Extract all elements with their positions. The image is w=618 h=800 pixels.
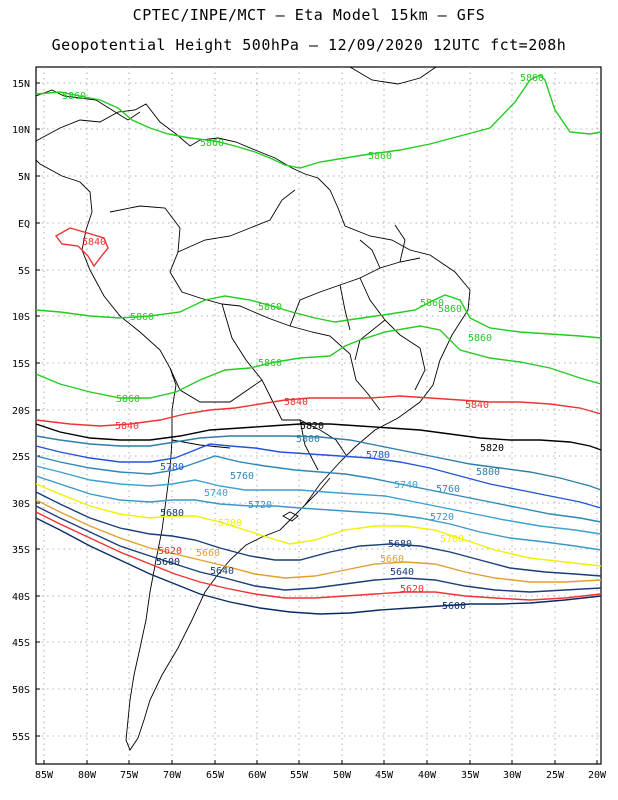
- contour-label-5720: 5720: [248, 500, 272, 511]
- longitude-label: 70W: [163, 770, 182, 781]
- contour-5600: [35, 517, 602, 615]
- longitude-label: 75W: [120, 770, 139, 781]
- contour-label-5760: 5760: [230, 471, 254, 482]
- contour-label-5860: 5860: [520, 73, 544, 84]
- contour-label-5640: 5640: [210, 566, 234, 577]
- latitude-label: 10N: [12, 125, 30, 136]
- longitude-label: 25W: [546, 770, 565, 781]
- longitude-label: 55W: [290, 770, 309, 781]
- longitude-label: 40W: [418, 770, 437, 781]
- contour-5800: [35, 435, 602, 491]
- contour-label-5620: 5620: [158, 546, 182, 557]
- latitude-label: 10S: [12, 312, 30, 323]
- contour-label-5860: 5860: [62, 91, 86, 102]
- contour-label-5700: 5700: [440, 534, 464, 545]
- contour-label-5780: 5780: [160, 462, 184, 473]
- contour-label-5600: 5600: [156, 557, 180, 568]
- contour-label-5840: 5840: [465, 400, 489, 411]
- longitude-label: 85W: [35, 770, 54, 781]
- contour-5820: [35, 423, 602, 451]
- map-title-line1: CPTEC/INPE/MCT – Eta Model 15km – GFS: [132, 6, 486, 24]
- latitude-label: 40S: [12, 592, 30, 603]
- latitude-label: 45S: [12, 638, 30, 649]
- latitude-label: 25S: [12, 452, 30, 463]
- contour-label-5660: 5660: [196, 548, 220, 559]
- contour-5640: [35, 505, 602, 593]
- panama-central-america: [35, 89, 141, 121]
- contour-label-5840: 5840: [82, 237, 106, 248]
- contour-label-5720: 5720: [430, 512, 454, 523]
- latitude-label: 30S: [12, 499, 30, 510]
- latitude-label: EQ: [18, 219, 30, 230]
- contour-lines: [35, 74, 602, 615]
- contour-5620: [35, 511, 602, 601]
- contour-5840-island: [54, 227, 109, 268]
- contour-5660: [35, 499, 602, 583]
- contour-label-5680: 5680: [388, 539, 412, 550]
- axis-tick-labels: 15N 10N 5N EQ 5S 10S 15S 20S 25S 30S 35S 40S 45S 50S 5…: [12, 79, 607, 781]
- contour-label-5740: 5740: [394, 480, 418, 491]
- contour-5860-north: [35, 74, 602, 169]
- longitude-label: 30W: [503, 770, 522, 781]
- brazil-states: [289, 224, 426, 391]
- contour-label-5860: 5860: [258, 358, 282, 369]
- longitude-label: 60W: [248, 770, 267, 781]
- coastlines: [35, 66, 471, 751]
- contour-5720: [35, 475, 602, 551]
- contour-5680: [35, 491, 602, 577]
- contour-label-5780: 5780: [366, 450, 390, 461]
- contour-label-5840: 5840: [115, 421, 139, 432]
- latitude-label: 5S: [18, 266, 30, 277]
- map-title-line2: Geopotential Height 500hPa – 12/09/2020 …: [51, 36, 567, 54]
- contour-5840: [35, 395, 602, 427]
- latitude-label: 50S: [12, 685, 30, 696]
- caribbean-coast: [349, 66, 437, 85]
- latitude-label: 20S: [12, 406, 30, 417]
- contour-label-5820: 5820: [300, 421, 324, 432]
- latitude-label: 55S: [12, 732, 30, 743]
- contour-label-5660: 5660: [380, 554, 404, 565]
- country-borders: [109, 189, 381, 506]
- contour-label-5860: 5860: [438, 304, 462, 315]
- contour-label-5800: 5800: [476, 467, 500, 478]
- contour-5860-south: [35, 325, 602, 399]
- contour-5760: [35, 455, 602, 523]
- contour-label-5680: 5680: [160, 508, 184, 519]
- contour-5740: [35, 465, 602, 535]
- contour-label-5740: 5740: [204, 488, 228, 499]
- latitude-label: 15N: [12, 79, 30, 90]
- map-frame: [35, 66, 602, 765]
- longitude-label: 50W: [333, 770, 352, 781]
- longitude-label: 20W: [588, 770, 607, 781]
- contour-label-5860: 5860: [368, 151, 392, 162]
- graticule: [36, 67, 601, 764]
- contour-5780: [35, 443, 602, 509]
- contour-label-5640: 5640: [390, 567, 414, 578]
- contour-label-5620: 5620: [400, 584, 424, 595]
- contour-label-5820: 5820: [480, 443, 504, 454]
- contour-label-5860: 5860: [116, 394, 140, 405]
- contour-label-5860: 5860: [130, 312, 154, 323]
- longitude-label: 65W: [206, 770, 225, 781]
- longitude-label: 45W: [375, 770, 394, 781]
- contour-label-5600: 5600: [442, 601, 466, 612]
- contour-5700: [35, 483, 602, 567]
- contour-label-5800: 5800: [296, 434, 320, 445]
- longitude-label: 35W: [461, 770, 480, 781]
- contour-label-5860: 5860: [258, 302, 282, 313]
- latitude-label: 35S: [12, 545, 30, 556]
- contour-label-5860: 5860: [420, 298, 444, 309]
- falklands-islands: [282, 511, 299, 522]
- contour-label-5700: 5700: [218, 518, 242, 529]
- contour-label-5840: 5840: [284, 397, 308, 408]
- contour-label-5860: 5860: [468, 333, 492, 344]
- longitude-label: 80W: [78, 770, 97, 781]
- contour-5860-mid: [35, 294, 602, 339]
- latitude-label: 15S: [12, 359, 30, 370]
- contour-label-5860: 5860: [200, 138, 224, 149]
- contour-label-5760: 5760: [436, 484, 460, 495]
- latitude-label: 5N: [18, 172, 30, 183]
